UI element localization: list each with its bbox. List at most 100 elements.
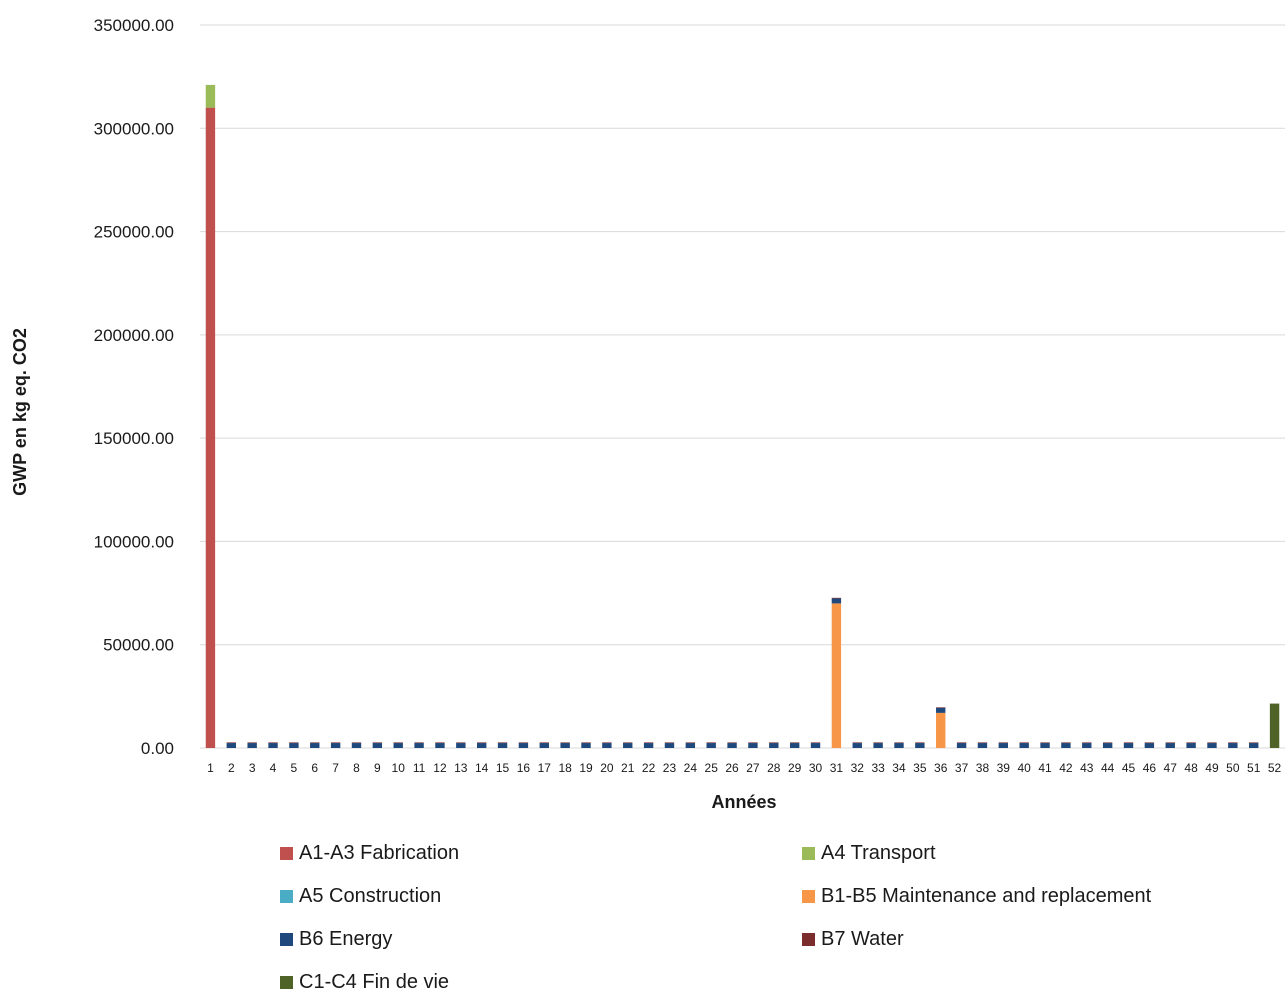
bar-segment — [226, 742, 236, 744]
bar-segment — [623, 742, 633, 744]
bar-segment — [873, 742, 883, 744]
bar-segment — [247, 743, 257, 748]
bar-segment — [1186, 743, 1196, 748]
legend-item: A1-A3 Fabrication — [280, 832, 802, 875]
x-tick-label: 34 — [892, 761, 906, 775]
x-tick-label: 11 — [413, 761, 426, 775]
x-tick-label: 48 — [1184, 761, 1198, 775]
bar-segment — [351, 743, 362, 748]
x-tick-label: 18 — [558, 761, 572, 775]
bar-segment — [456, 742, 466, 744]
bar-segment — [247, 742, 257, 744]
bar-segment — [894, 743, 904, 748]
bar-segment — [1144, 742, 1155, 744]
bar-segment — [226, 743, 236, 748]
x-tick-label: 15 — [496, 761, 510, 775]
x-tick-label: 38 — [976, 761, 990, 775]
bar-segment — [1082, 743, 1092, 748]
x-tick-label: 21 — [621, 761, 635, 775]
x-tick-label: 37 — [955, 761, 969, 775]
bar-segment — [727, 742, 737, 744]
x-tick-label: 23 — [663, 761, 677, 775]
bar-segment — [1082, 742, 1092, 744]
bar-segment — [643, 743, 654, 748]
y-tick-label: 0.00 — [141, 739, 174, 758]
bar-segment — [393, 743, 403, 748]
bar-segment — [685, 742, 696, 744]
x-tick-label: 20 — [600, 761, 614, 775]
bar-segment — [1228, 743, 1238, 748]
x-tick-label: 1 — [207, 761, 214, 775]
x-tick-label: 30 — [809, 761, 823, 775]
bar-segment — [831, 603, 842, 748]
bar-segment — [1123, 743, 1134, 748]
x-tick-label: 7 — [332, 761, 339, 775]
y-tick-label: 100000.00 — [94, 532, 174, 551]
legend-label: B7 Water — [821, 928, 904, 950]
x-tick-label: 49 — [1205, 761, 1219, 775]
bar-segment — [372, 742, 383, 744]
bar-segment — [435, 742, 445, 744]
x-tick-label: 4 — [270, 761, 277, 775]
bar-segment — [414, 742, 424, 744]
x-tick-label: 43 — [1080, 761, 1094, 775]
x-tick-label: 46 — [1143, 761, 1157, 775]
bar-segment — [476, 743, 487, 748]
bar-segment — [1123, 742, 1134, 744]
bar-segment — [539, 743, 549, 748]
bar-segment — [748, 742, 758, 744]
bar-segment — [810, 742, 821, 744]
bar-segment — [664, 743, 675, 748]
x-tick-label: 40 — [1018, 761, 1032, 775]
x-tick-label: 12 — [433, 761, 447, 775]
bar-segment — [476, 742, 487, 744]
x-tick-label: 22 — [642, 761, 656, 775]
bar-segment — [852, 743, 862, 748]
bar-segment — [539, 742, 549, 744]
legend-label: A5 Construction — [299, 885, 442, 907]
x-tick-label: 29 — [788, 761, 802, 775]
legend-item: B7 Water — [802, 918, 1280, 961]
legend-label: A4 Transport — [821, 842, 936, 864]
bar-segment — [205, 107, 216, 749]
bar-segment — [852, 742, 862, 744]
bar-segment — [289, 742, 299, 744]
x-tick-label: 41 — [1038, 761, 1052, 775]
bar-segment — [936, 707, 946, 708]
x-tick-label: 45 — [1122, 761, 1136, 775]
x-tick-label: 39 — [997, 761, 1011, 775]
bar-segment — [936, 707, 946, 713]
bar-segment — [330, 743, 341, 748]
x-tick-label: 25 — [705, 761, 719, 775]
bar-segment — [1102, 742, 1113, 744]
bar-segment — [1228, 742, 1238, 744]
bar-segment — [497, 742, 508, 744]
legend-item: B6 Energy — [280, 918, 802, 961]
x-tick-label: 14 — [475, 761, 489, 775]
bars — [205, 84, 1280, 749]
bar-segment — [414, 743, 424, 748]
bar-segment — [643, 742, 654, 744]
bar-segment — [706, 742, 716, 744]
bar-segment — [623, 743, 633, 748]
bar-segment — [810, 743, 821, 748]
bar-segment — [268, 742, 278, 744]
bar-segment — [998, 742, 1009, 744]
x-tick-label: 51 — [1247, 761, 1261, 775]
x-axis-ticks: 1 2 3 4 5 6 7 8 9 10 11 12 13 14 15 16 17 18 19 20 21 22 23 24 2… — [207, 761, 1281, 775]
y-axis-ticks: 0.00 50000.00 100000.00 150000.00 200000.00 2… — [94, 16, 174, 758]
bar-segment — [1165, 743, 1175, 748]
x-tick-label: 17 — [538, 761, 552, 775]
legend-item: A5 Construction — [280, 875, 802, 918]
y-tick-label: 150000.00 — [94, 429, 174, 448]
bar-segment — [789, 743, 800, 748]
bar-segment — [664, 742, 675, 744]
bar-segment — [1249, 742, 1259, 744]
bar-segment — [769, 742, 779, 744]
legend-item: C1-C4 Fin de vie — [280, 961, 802, 1004]
bar-segment — [1269, 703, 1280, 748]
bar-segment — [748, 743, 758, 748]
bar-segment — [956, 743, 967, 748]
gridlines — [200, 24, 1285, 749]
bar-segment — [393, 742, 403, 744]
